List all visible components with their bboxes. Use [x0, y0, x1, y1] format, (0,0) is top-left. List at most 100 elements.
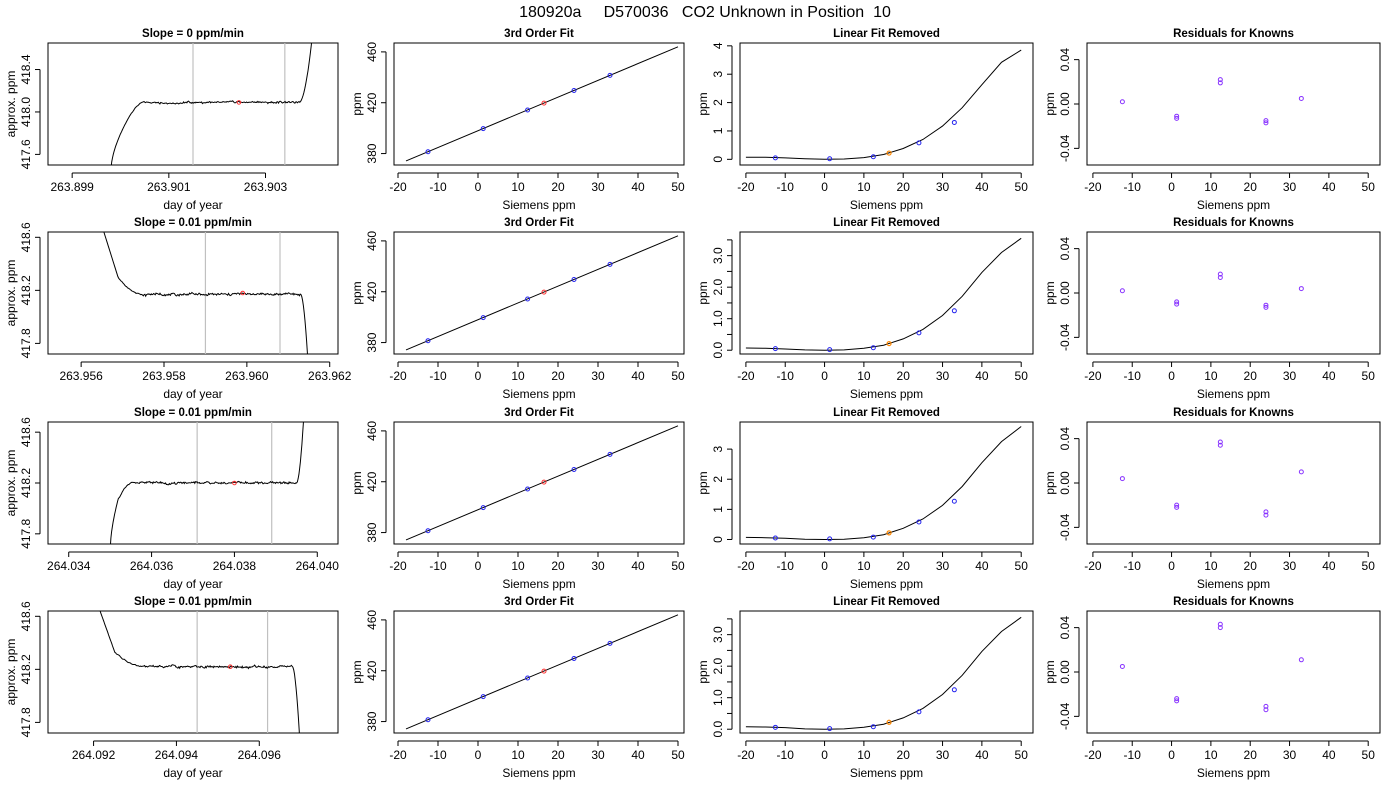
y-tick-label: 418.6: [19, 417, 33, 447]
x-tick-label: -10: [777, 180, 795, 194]
y-tick-label: 418.6: [19, 601, 33, 631]
x-tick-label: 264.096: [238, 748, 282, 762]
x-axis-label: day of year: [163, 198, 222, 212]
residual-point: [1217, 625, 1223, 631]
plot-frame: [739, 42, 1034, 166]
x-tick-label: 10: [1204, 748, 1218, 762]
x-tick-label: 30: [591, 180, 605, 194]
y-tick-label: 418.2: [19, 654, 33, 684]
y-axis-label: approx. ppm: [4, 260, 18, 327]
y-axis-label: approx. ppm: [4, 450, 18, 517]
known-point: [772, 535, 778, 541]
x-axis-label: Siemens ppm: [502, 577, 575, 591]
x-tick-label: -20: [389, 559, 407, 573]
residual-point: [1119, 476, 1125, 482]
y-axis-label: approx. ppm: [4, 639, 18, 706]
unknown-point: [886, 530, 892, 536]
x-tick-label: 10: [1204, 559, 1218, 573]
x-tick-label: 0: [1168, 748, 1175, 762]
known-point: [607, 451, 613, 457]
x-tick-label: 10: [857, 369, 871, 383]
residual-point: [1119, 663, 1125, 669]
series-line: [99, 611, 300, 733]
x-tick-label: 0: [821, 180, 828, 194]
x-tick-label: 263.901: [147, 180, 191, 194]
plot-frame: [393, 231, 685, 355]
x-tick-label: 263.956: [59, 369, 103, 383]
y-tick-label: 420: [365, 471, 379, 491]
series-line: [110, 43, 313, 165]
x-tick-label: 20: [897, 748, 911, 762]
x-tick-label: -20: [737, 180, 755, 194]
panel-title: 3rd Order Fit: [504, 28, 574, 40]
known-point: [870, 345, 876, 351]
x-tick-label: 20: [551, 559, 565, 573]
x-tick-label: -20: [1084, 369, 1102, 383]
panel-title: Slope = 0.01 ppm/min: [134, 217, 252, 229]
x-tick-label: 30: [936, 559, 950, 573]
x-tick-label: 50: [671, 748, 685, 762]
x-axis-label: Siemens ppm: [850, 198, 923, 212]
residual-point: [1119, 288, 1125, 294]
x-tick-label: 263.962: [308, 369, 352, 383]
panel-lin-1: Linear Fit Removed-20 -10 0 10 20 30 40 50Sieme…: [696, 28, 1034, 212]
panel-title: Linear Fit Removed: [833, 28, 940, 40]
x-tick-label: 20: [897, 559, 911, 573]
panel-title: Linear Fit Removed: [833, 217, 940, 229]
plot-frame: [739, 231, 1034, 355]
y-tick-label: 418.4: [19, 54, 33, 84]
x-tick-label: 10: [857, 748, 871, 762]
residual-point: [1174, 301, 1180, 307]
panel-res-4: Residuals for Knowns -20 -10 0 10 20 30 40 50 Sie…: [1043, 596, 1381, 780]
residual-curve: [745, 426, 1022, 541]
y-tick-label: 460: [365, 42, 379, 62]
panel-title: Linear Fit Removed: [833, 596, 940, 608]
x-tick-label: 0: [475, 559, 482, 573]
y-tick-label: 0.04: [1058, 48, 1072, 72]
known-point: [870, 534, 876, 540]
y-tick-label: 3: [711, 71, 725, 78]
known-point: [480, 126, 486, 132]
x-tick-label: 10: [511, 559, 525, 573]
known-point: [870, 724, 876, 730]
y-tick-label: 380: [365, 522, 379, 542]
panel-lin-4: Linear Fit Removed -20 -10 0 10 20 30 40 50 Sieme…: [696, 596, 1034, 780]
y-tick-label: 1.0: [711, 689, 725, 706]
y-tick-label: 380: [365, 143, 379, 163]
residual-point: [1263, 703, 1269, 709]
residual-point: [1174, 504, 1180, 510]
panel-res-1: Residuals for Knowns -20 -10 0 10 20 30 40 50 Sie…: [1043, 28, 1381, 212]
x-axis-label: Siemens ppm: [1197, 577, 1270, 591]
y-tick-label: -0.04: [1058, 702, 1072, 730]
y-tick-label: 380: [365, 711, 379, 731]
x-tick-label: 40: [1322, 559, 1336, 573]
y-tick-label: 2: [711, 99, 725, 106]
x-tick-label: 20: [897, 369, 911, 383]
unknown-point: [240, 290, 246, 296]
panel-fit-4: 3rd Order Fit -20 -10 0 10 20 30 40 50 Siemens pp…: [350, 596, 685, 780]
y-tick-label: 3.0: [711, 247, 725, 264]
residual-point: [1263, 304, 1269, 310]
x-tick-label: 40: [631, 559, 645, 573]
x-tick-label: -20: [389, 748, 407, 762]
known-point: [951, 498, 957, 504]
panel-title: Residuals for Knowns: [1173, 596, 1294, 608]
residual-point: [1263, 512, 1269, 518]
y-axis-label: ppm: [696, 660, 710, 683]
x-axis-label: day of year: [163, 387, 222, 401]
y-tick-label: 418.2: [19, 468, 33, 498]
unknown-point: [236, 100, 242, 105]
x-tick-label: 264.034: [47, 559, 91, 573]
y-tick-label: 2: [711, 476, 725, 483]
y-tick-label: 0.04: [1058, 237, 1072, 261]
x-tick-label: 50: [671, 369, 685, 383]
known-point: [425, 149, 431, 155]
x-tick-label: 30: [936, 748, 950, 762]
x-axis-label: Siemens ppm: [1197, 198, 1270, 212]
y-tick-label: 0.04: [1058, 427, 1072, 451]
y-tick-label: 0.04: [1058, 616, 1072, 640]
known-point: [827, 347, 833, 353]
x-tick-label: -20: [389, 180, 407, 194]
x-tick-label: 263.899: [50, 180, 94, 194]
x-tick-label: 40: [1322, 369, 1336, 383]
